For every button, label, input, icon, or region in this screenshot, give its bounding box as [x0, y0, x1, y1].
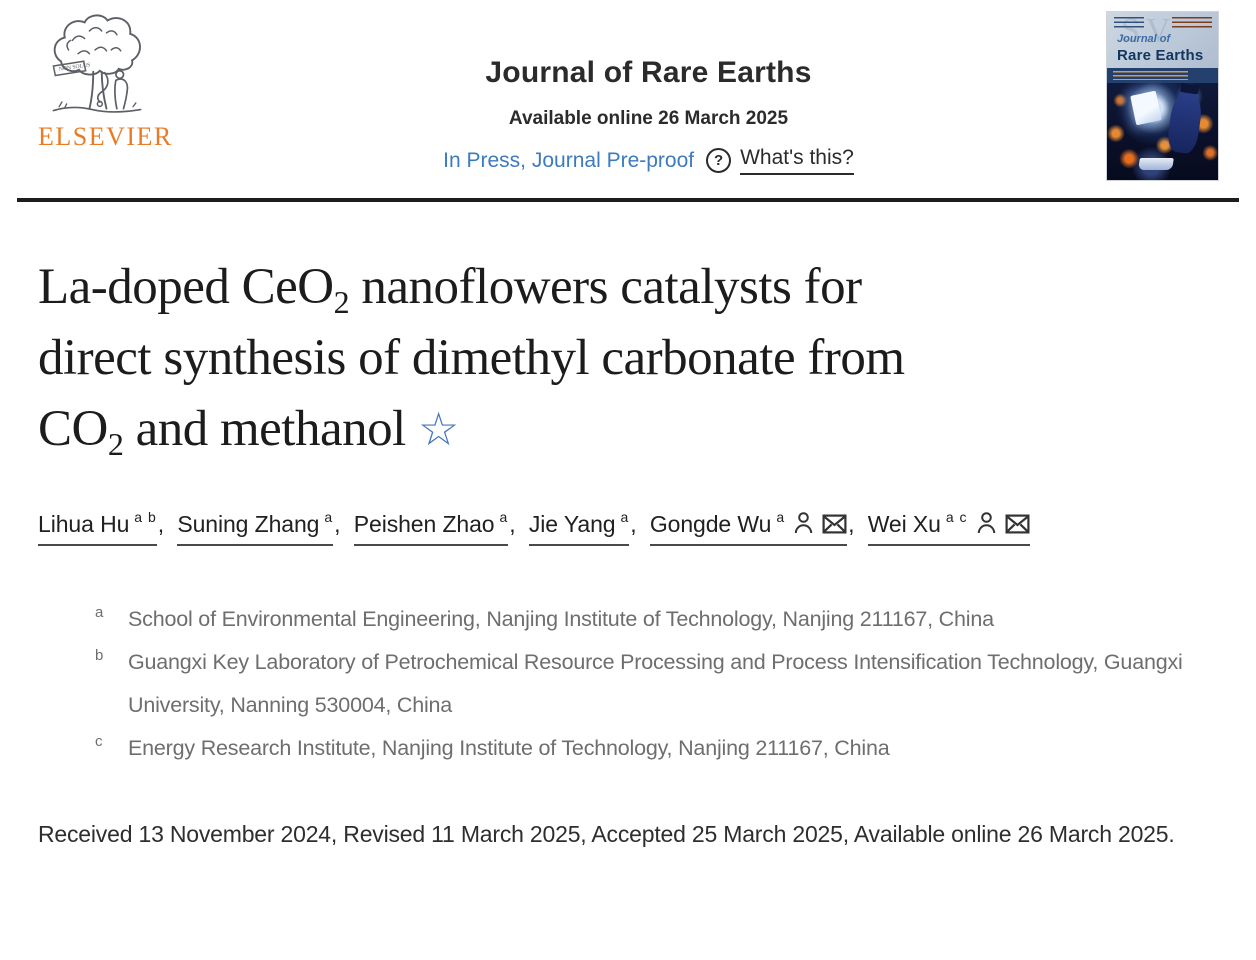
author-link[interactable]: Suning Zhang a	[177, 509, 334, 546]
affiliation-text: Guangxi Key Laboratory of Petrochemical …	[128, 650, 1183, 717]
author-link[interactable]: Wei Xu a c	[867, 509, 1030, 546]
article-dates: Received 13 November 2024, Revised 11 Ma…	[38, 821, 1175, 847]
help-icon[interactable]: ?	[706, 148, 732, 173]
author-link[interactable]: Peishen Zhao a	[353, 509, 509, 546]
author-profile-icon[interactable]	[976, 511, 997, 534]
elsevier-tree-icon: NON SOLUS	[52, 14, 142, 113]
affiliation-text: School of Environmental Engineering, Nan…	[128, 607, 994, 631]
affiliation-item: a School of Environmental Engineering, N…	[38, 598, 1200, 641]
affiliation-marker: a	[95, 604, 104, 621]
journal-title: Journal of Rare Earths	[485, 56, 812, 89]
elsevier-logo[interactable]: NON SOLUS ELSEVIER	[38, 12, 190, 152]
author-link[interactable]: Lihua Hu a b	[38, 509, 157, 546]
title-line-2: direct synthesis of dimethyl carbonate f…	[38, 330, 905, 386]
preproof-row: In Press, Journal Pre-proof ? What's thi…	[190, 146, 1107, 175]
article-title: La-doped CeO2 nanoflowers catalysts for …	[38, 252, 1200, 465]
author-profile-icon[interactable]	[793, 511, 814, 534]
footnote-star-icon[interactable]: ☆	[418, 404, 459, 455]
author-link[interactable]: Jie Yang a	[528, 509, 630, 546]
affiliation-marker: c	[95, 733, 103, 750]
affiliation-list: a School of Environmental Engineering, N…	[38, 598, 1200, 770]
author-list: Lihua Hu a b, Suning Zhang a, Peishen Zhao…	[38, 509, 1200, 546]
author-link[interactable]: Gongde Wu a	[649, 509, 848, 546]
svg-text:NON SOLUS: NON SOLUS	[59, 62, 91, 72]
title-line-1: La-doped CeO2 nanoflowers catalysts for	[38, 259, 862, 320]
cover-open-book	[1138, 158, 1174, 170]
affiliation-item: c Energy Research Institute, Nanjing Ins…	[38, 727, 1200, 770]
elsevier-wordmark: ELSEVIER	[38, 122, 173, 151]
title-line-3: CO2 and methanol ☆	[38, 401, 459, 462]
page-header: NON SOLUS ELSEVIER Journal of Rare Earth…	[0, 0, 1256, 180]
available-online-date: Available online 26 March 2025	[508, 108, 789, 129]
journal-header: Journal of Rare Earths Available online …	[190, 12, 1107, 175]
affiliation-marker: b	[95, 647, 104, 664]
whats-this-group[interactable]: ? What's this?	[706, 146, 854, 175]
in-press-link[interactable]: In Press, Journal Pre-proof	[443, 148, 695, 172]
cover-title-top: Journal of	[1117, 33, 1171, 45]
cover-magician-figure	[1165, 89, 1205, 155]
cover-masthead: SV Journal of Rare Earths	[1107, 12, 1218, 68]
header-divider	[17, 198, 1239, 202]
cover-artwork	[1107, 83, 1218, 180]
cover-microtext-left	[1114, 17, 1144, 29]
whats-this-link[interactable]: What's this?	[740, 146, 854, 175]
cover-glowing-paper	[1130, 90, 1162, 126]
cover-caption-strip	[1107, 68, 1218, 83]
author-email-icon[interactable]	[1005, 514, 1030, 534]
cover-microtext-right	[1172, 17, 1212, 29]
cover-title-bottom: Rare Earths	[1117, 47, 1204, 64]
journal-cover-thumbnail[interactable]: SV Journal of Rare Earths	[1107, 12, 1218, 180]
affiliation-item: b Guangxi Key Laboratory of Petrochemica…	[38, 641, 1200, 727]
affiliation-text: Energy Research Institute, Nanjing Insti…	[128, 736, 890, 760]
author-email-icon[interactable]	[822, 514, 847, 534]
article-head: La-doped CeO2 nanoflowers catalysts for …	[0, 252, 1256, 856]
